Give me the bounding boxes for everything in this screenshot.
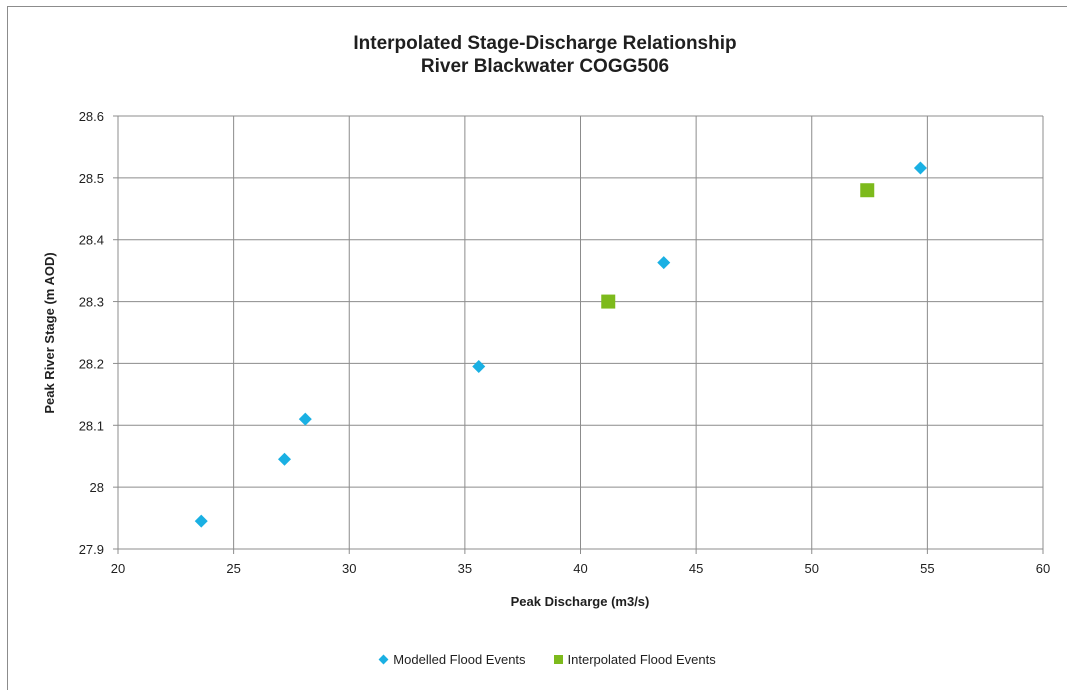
legend-item-interpolated: Interpolated Flood Events [553,652,716,667]
legend: Modelled Flood Events Interpolated Flood… [0,652,1070,667]
x-tick-label: 60 [1036,561,1050,576]
chart-title: Interpolated Stage-Discharge Relationshi… [353,33,737,54]
y-tick-label: 28 [90,480,104,495]
modelled-point-marker [194,514,208,528]
x-tick-label: 35 [458,561,472,576]
x-tick-label: 30 [342,561,356,576]
y-tick-label: 28.3 [79,295,104,310]
chart-frame [7,6,1067,690]
x-tick-label: 20 [111,561,125,576]
interpolated-point-marker [601,294,616,309]
modelled-point-marker [298,412,312,426]
x-axis-title: Peak Discharge (m3/s) [511,594,650,609]
data-points [194,161,927,528]
y-axis-title: Peak River Stage (m AOD) [42,252,57,413]
modelled-point-marker [472,360,486,374]
legend-item-modelled: Modelled Flood Events [378,652,526,667]
legend-label-modelled: Modelled Flood Events [393,652,526,667]
x-tick-label: 40 [573,561,587,576]
x-tick-label: 50 [805,561,819,576]
y-tick-label: 28.1 [79,418,104,433]
chart-subtitle: River Blackwater COGG506 [420,56,670,77]
modelled-point-marker [913,161,927,175]
x-tick-label: 45 [689,561,703,576]
gridlines [117,115,1044,550]
interpolated-point-marker [860,183,875,198]
y-tick-label: 27.9 [79,542,104,557]
legend-label-interpolated: Interpolated Flood Events [567,652,716,667]
x-tick-label: 25 [226,561,240,576]
x-tick-label: 55 [920,561,934,576]
y-tick-label: 28.2 [79,356,104,371]
y-tick-label: 28.4 [79,233,104,248]
diamond-marker-icon [378,654,389,665]
tick-labels: 20 25 30 35 40 45 50 55 60 27.9 28 28.1 28.2 28.3 28.4… [79,109,1051,576]
y-tick-label: 28.6 [79,109,104,124]
y-tick-label: 28.5 [79,171,104,186]
square-marker-icon [553,655,563,664]
modelled-point-marker [278,452,291,466]
axes [113,115,1044,554]
chart-title-block: Interpolated Stage-Discharge Relationshi… [0,32,1070,78]
modelled-point-marker [657,256,671,270]
